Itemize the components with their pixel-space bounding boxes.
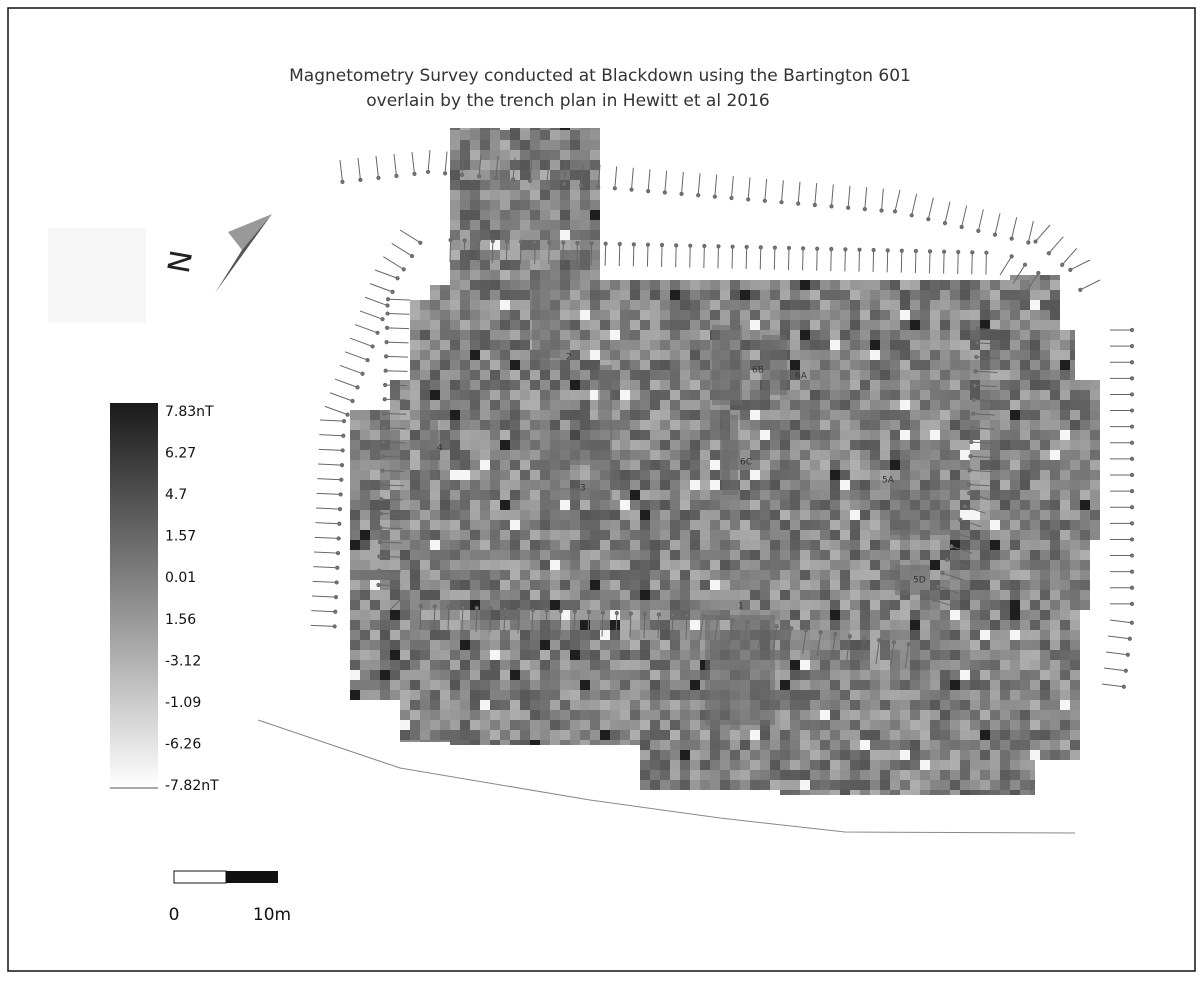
north-arrow: N (162, 214, 272, 293)
trench-label: 2 (566, 353, 572, 363)
legend-label: 4.7 (165, 487, 187, 503)
legend-label: -7.82nT (165, 778, 219, 794)
title-line1: Magnetometry Survey conducted at Blackdo… (289, 66, 911, 86)
trench-label: 5D (913, 576, 926, 586)
legend-ramp (110, 403, 158, 788)
north-label: N (162, 248, 200, 276)
legend-label: 1.56 (165, 612, 196, 628)
scale-label: 10m (253, 905, 291, 925)
title-line2: overlain by the trench plan in Hewitt et… (366, 91, 770, 111)
legend-label: -1.09 (165, 695, 201, 711)
legend: 7.83nT 6.27 4.7 1.57 0.01 1.56 -3.12 -1.09 -6.26… (165, 404, 219, 794)
legend-label: -3.12 (165, 653, 201, 669)
legend-label: 6.27 (165, 446, 196, 462)
trench-label: 1 (738, 602, 744, 612)
trench-label: 3 (580, 484, 586, 494)
legend-label: 1.57 (165, 529, 196, 545)
figure: Magnetometry Survey conducted at Blackdo… (0, 0, 1203, 979)
trench-label: 6C (740, 458, 752, 468)
blank-inset (48, 228, 146, 323)
trench-label: 6B (752, 366, 764, 376)
scale-label: 0 (169, 905, 180, 925)
trench-label: 6A (795, 372, 808, 382)
legend-label: 0.01 (165, 570, 196, 586)
trench-label: 4 (437, 444, 443, 454)
scale-bar: 0 10m (169, 871, 292, 925)
legend-label: 7.83nT (165, 404, 214, 420)
legend-label: -6.26 (165, 736, 201, 752)
trench-label: 5A (882, 476, 895, 486)
